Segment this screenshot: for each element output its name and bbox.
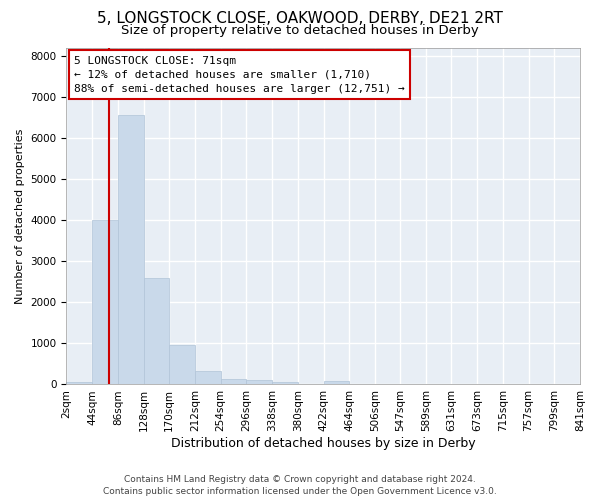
X-axis label: Distribution of detached houses by size in Derby: Distribution of detached houses by size … [171,437,476,450]
Bar [118,116,143,384]
Text: Size of property relative to detached houses in Derby: Size of property relative to detached ho… [121,24,479,37]
Bar [169,346,195,385]
Bar [92,220,118,384]
Text: 5, LONGSTOCK CLOSE, OAKWOOD, DERBY, DE21 2RT: 5, LONGSTOCK CLOSE, OAKWOOD, DERBY, DE21… [97,11,503,26]
Bar [143,278,169,384]
Bar [247,380,272,384]
Bar [221,379,247,384]
Y-axis label: Number of detached properties: Number of detached properties [15,128,25,304]
Bar [323,381,349,384]
Text: Contains HM Land Registry data © Crown copyright and database right 2024.
Contai: Contains HM Land Registry data © Crown c… [103,474,497,496]
Bar [272,382,298,384]
Text: 5 LONGSTOCK CLOSE: 71sqm
← 12% of detached houses are smaller (1,710)
88% of sem: 5 LONGSTOCK CLOSE: 71sqm ← 12% of detach… [74,56,405,94]
Bar [195,372,221,384]
Bar [67,382,92,384]
